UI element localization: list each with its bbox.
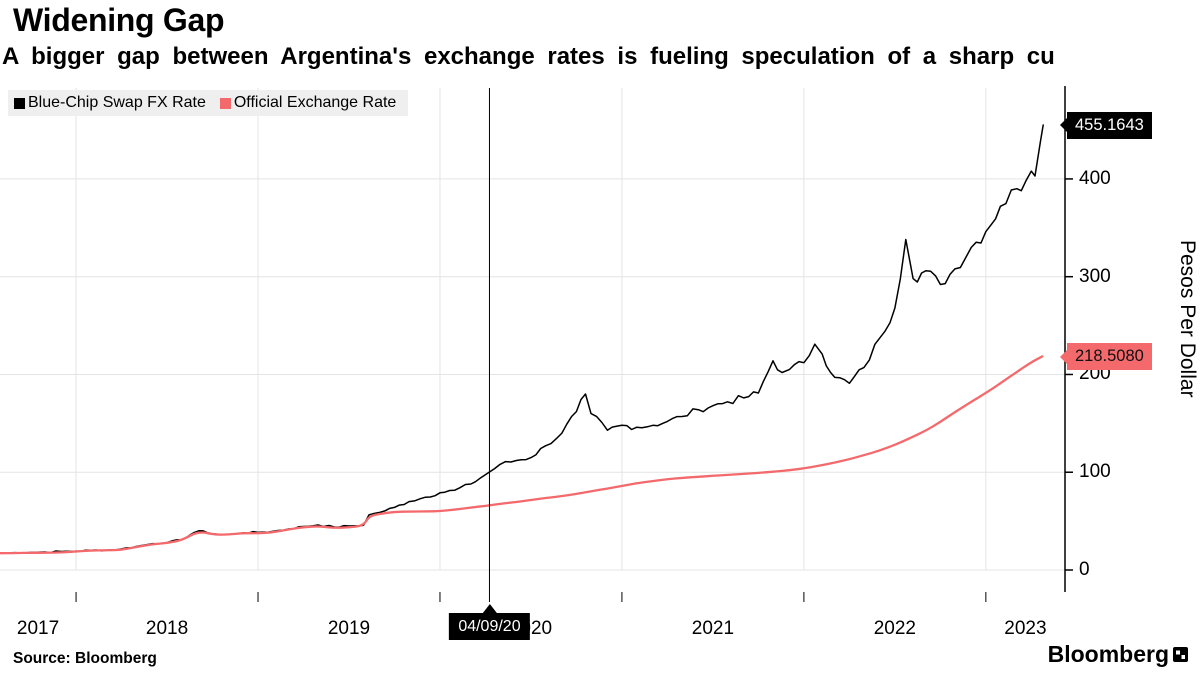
source-credit: Source: Bloomberg — [13, 650, 157, 667]
crosshair-date-badge: 04/09/20 — [449, 604, 530, 640]
bloomberg-logo: Bloomberg — [1048, 641, 1188, 668]
x-tick-label-2022: 2022 — [873, 618, 916, 639]
page-subtitle: A bigger gap between Argentina's exchang… — [2, 43, 1055, 70]
x-tick-label-2021: 2021 — [691, 618, 735, 639]
series-line-1 — [0, 355, 1044, 555]
y-tick-label-0: 0 — [1079, 559, 1090, 580]
crosshair-date-text: 04/09/20 — [458, 618, 521, 635]
last-value-badge-official: 218.5080 — [1060, 343, 1152, 371]
y-tick-label-300: 300 — [1079, 265, 1111, 287]
last-value-badge-blue-chip: 455.1643 — [1060, 111, 1152, 139]
x-tick-label-2023: 2023 — [1004, 618, 1047, 639]
legend-swatch-icon — [14, 97, 25, 109]
x-tick-label-2019: 2019 — [327, 618, 371, 639]
x-tick-label-2018: 2018 — [145, 618, 189, 639]
legend-swatch-icon — [219, 97, 231, 109]
badge-arrow-icon — [1060, 118, 1067, 133]
chart-legend: Blue-Chip Swap FX Rate Official Exchange … — [8, 90, 409, 116]
x-tick-label-2017: 2017 — [16, 618, 60, 639]
last-value-text: 455.1643 — [1075, 115, 1144, 134]
legend-item-1[interactable]: Official Exchange Rate — [219, 94, 397, 112]
badge-pointer-icon — [482, 604, 497, 613]
y-tick-label-100: 100 — [1079, 461, 1111, 483]
page-title: Widening Gap — [13, 2, 225, 38]
last-value-text: 218.5080 — [1075, 347, 1144, 366]
legend-label: Blue-Chip Swap FX Rate — [28, 94, 206, 111]
y-axis-title: Pesos Per Dollar — [1176, 240, 1199, 398]
bloomberg-wordmark: Bloomberg — [1047, 641, 1169, 667]
legend-item-0[interactable]: Blue-Chip Swap FX Rate — [14, 94, 206, 112]
badge-arrow-icon — [1060, 349, 1067, 364]
legend-label: Official Exchange Rate — [233, 94, 397, 111]
bloomberg-mark-icon — [1173, 647, 1188, 662]
series-line-0 — [0, 124, 1044, 554]
y-tick-label-400: 400 — [1079, 167, 1111, 189]
